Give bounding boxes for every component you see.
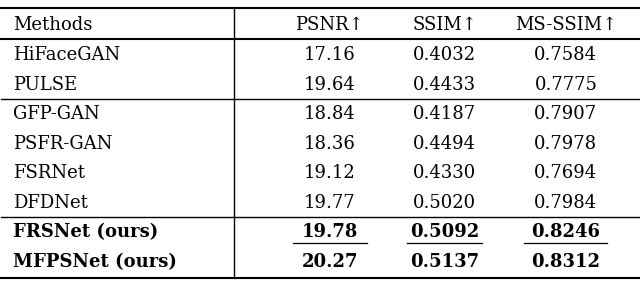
Text: 0.4032: 0.4032 <box>413 47 476 64</box>
Text: 0.4187: 0.4187 <box>413 105 476 123</box>
Text: 0.5092: 0.5092 <box>410 223 479 241</box>
Text: 18.36: 18.36 <box>303 135 355 153</box>
Text: 0.7775: 0.7775 <box>534 76 597 94</box>
Text: MFPSNet (ours): MFPSNet (ours) <box>13 253 177 271</box>
Text: 20.27: 20.27 <box>301 253 358 271</box>
Text: PULSE: PULSE <box>13 76 77 94</box>
Text: 0.7978: 0.7978 <box>534 135 597 153</box>
Text: FRSNet (ours): FRSNet (ours) <box>13 223 159 241</box>
Text: 19.64: 19.64 <box>304 76 355 94</box>
Text: HiFaceGAN: HiFaceGAN <box>13 47 121 64</box>
Text: 0.7907: 0.7907 <box>534 105 597 123</box>
Text: GFP-GAN: GFP-GAN <box>13 105 100 123</box>
Text: 18.84: 18.84 <box>304 105 355 123</box>
Text: 0.5137: 0.5137 <box>410 253 479 271</box>
Text: 19.12: 19.12 <box>304 164 355 182</box>
Text: 0.4433: 0.4433 <box>413 76 476 94</box>
Text: 0.4330: 0.4330 <box>413 164 476 182</box>
Text: 0.7584: 0.7584 <box>534 47 597 64</box>
Text: 19.77: 19.77 <box>304 194 355 212</box>
Text: DFDNet: DFDNet <box>13 194 88 212</box>
Text: 0.7984: 0.7984 <box>534 194 597 212</box>
Text: FSRNet: FSRNet <box>13 164 86 182</box>
Text: 0.8246: 0.8246 <box>531 223 600 241</box>
Text: 0.5020: 0.5020 <box>413 194 476 212</box>
Text: 0.8312: 0.8312 <box>531 253 600 271</box>
Text: 19.78: 19.78 <box>301 223 358 241</box>
Text: 17.16: 17.16 <box>304 47 355 64</box>
Text: PSFR-GAN: PSFR-GAN <box>13 135 113 153</box>
Text: SSIM↑: SSIM↑ <box>412 16 477 34</box>
Text: PSNR↑: PSNR↑ <box>295 16 364 34</box>
Text: MS-SSIM↑: MS-SSIM↑ <box>515 16 617 34</box>
Text: 0.4494: 0.4494 <box>413 135 476 153</box>
Text: 0.7694: 0.7694 <box>534 164 597 182</box>
Text: Methods: Methods <box>13 16 93 34</box>
